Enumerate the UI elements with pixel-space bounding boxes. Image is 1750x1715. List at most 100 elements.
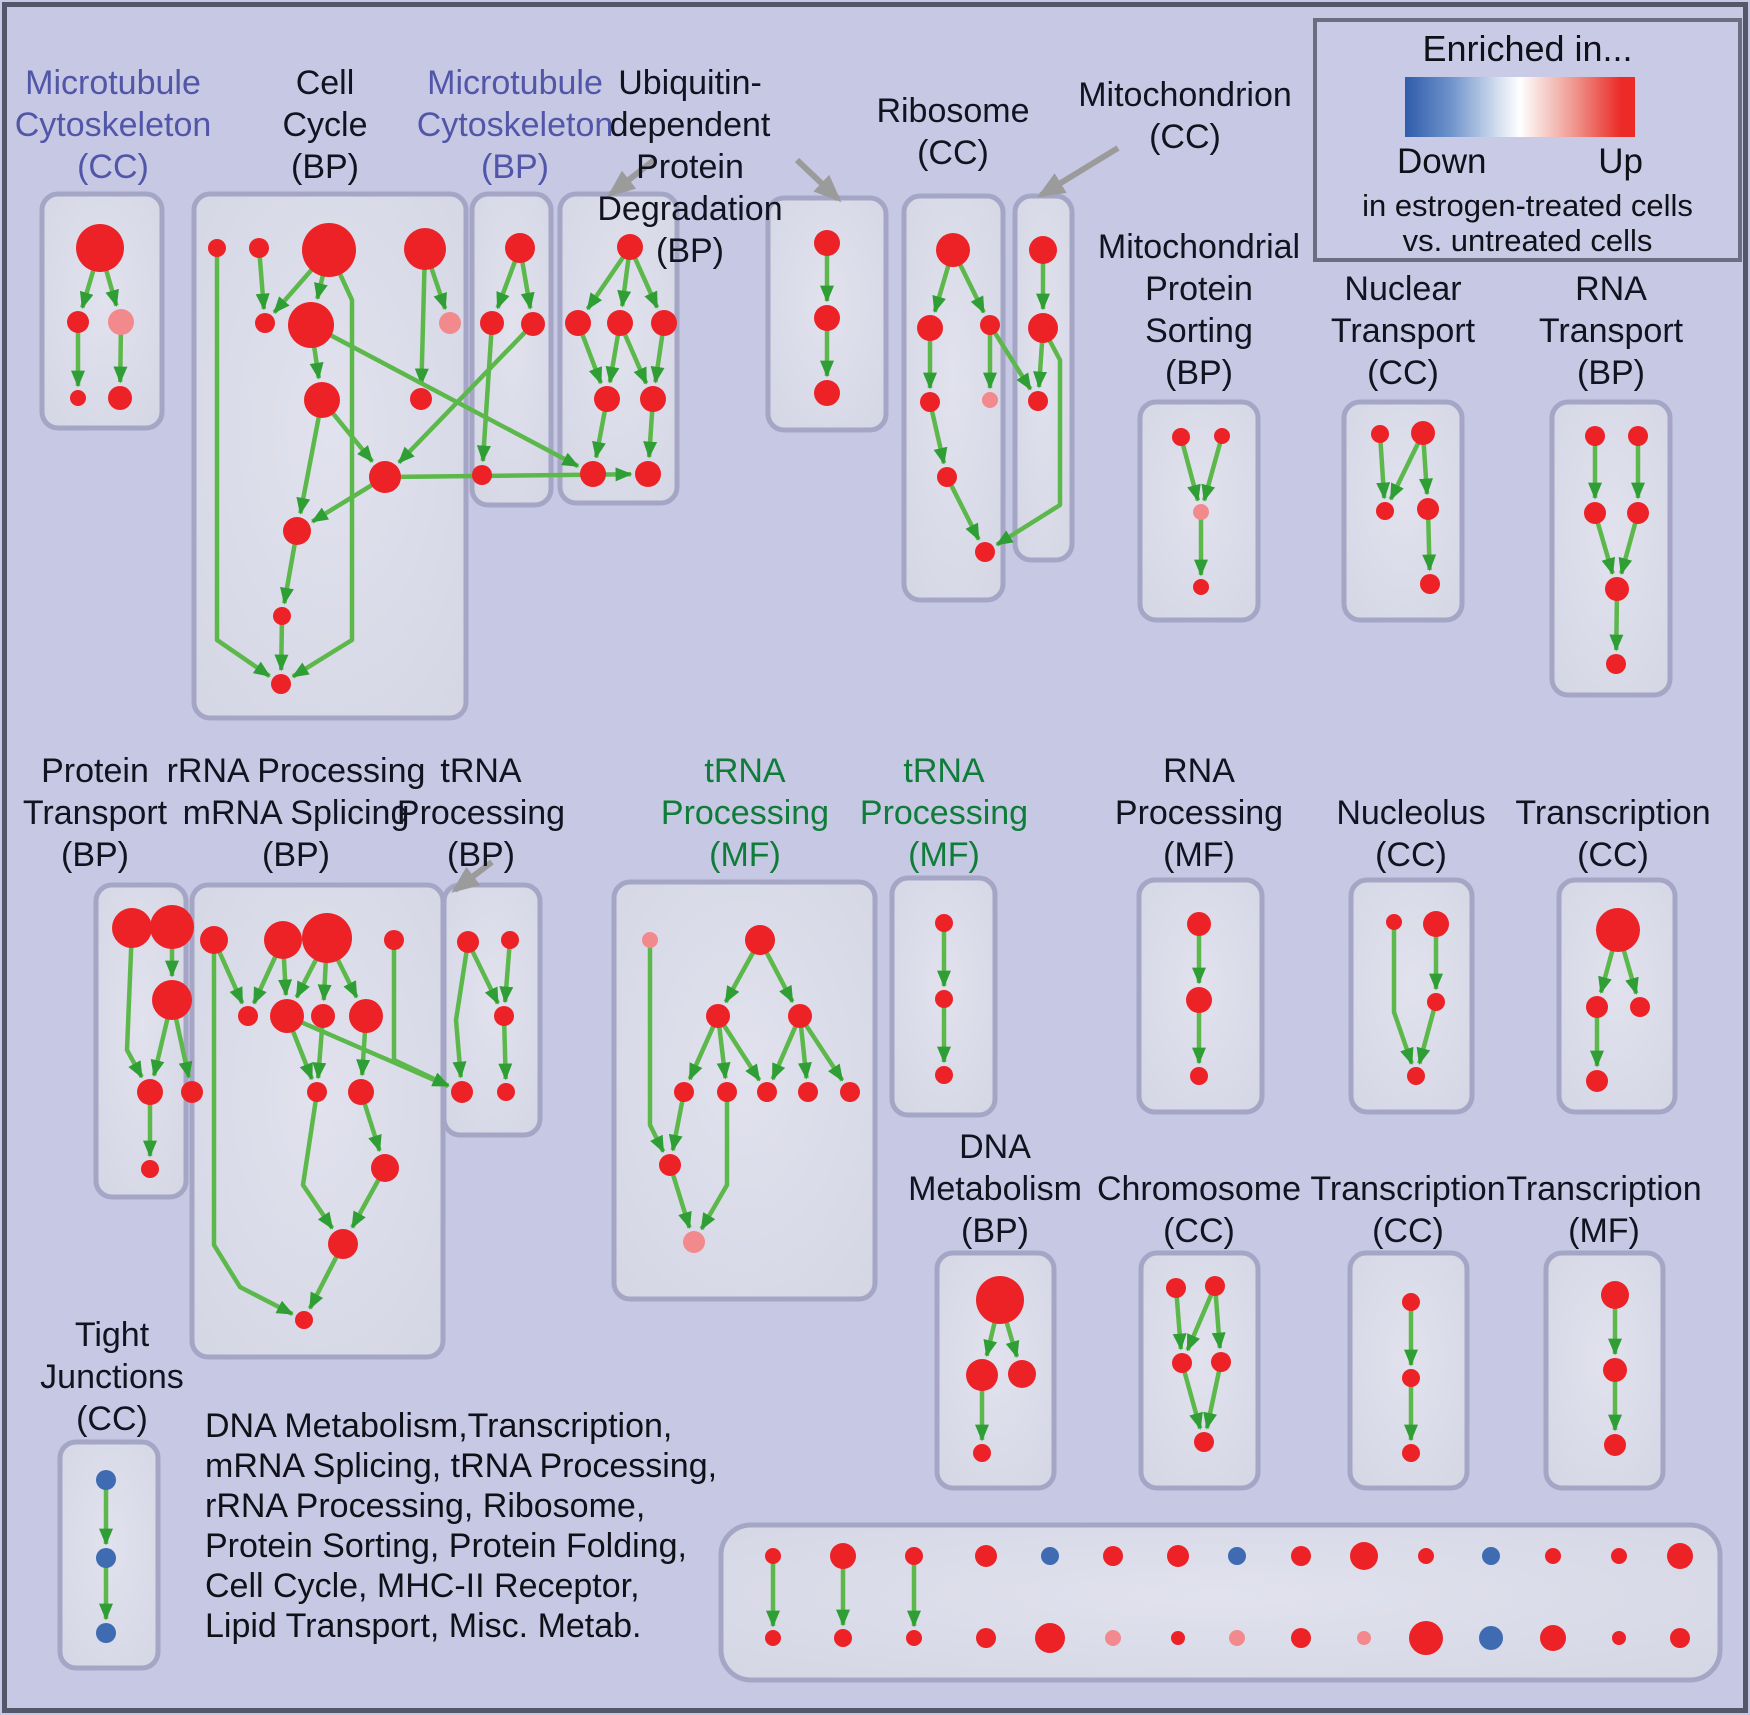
go-term-node-a4 — [70, 390, 86, 406]
group-label-chromosome-cc: (CC) — [1163, 1212, 1235, 1250]
go-term-node-cc4 — [404, 228, 446, 270]
group-label-cell-cycle-bp: Cycle — [282, 106, 367, 144]
go-term-node-q2 — [1411, 421, 1435, 445]
edge-arrow — [469, 948, 500, 1005]
go-term-node-h9 — [840, 1082, 860, 1102]
go-term-node-m3 — [521, 312, 545, 336]
legend-subtitle-line1: in estrogen-treated cells — [1362, 188, 1693, 223]
go-term-node-u7 — [580, 461, 606, 487]
go-term-node-a1 — [76, 224, 124, 272]
edge-arrow — [1621, 947, 1639, 995]
go-term-node-mb14b — [1612, 1631, 1626, 1645]
go-term-node-h11 — [683, 1231, 705, 1253]
edge-arrow — [307, 1253, 340, 1310]
edge-arrow — [948, 482, 981, 541]
go-term-node-g8 — [349, 999, 383, 1033]
go-term-node-cc12 — [273, 607, 291, 625]
go-term-node-t2 — [501, 931, 519, 949]
edge-arrow — [79, 267, 97, 309]
go-term-node-mb4b — [976, 1628, 996, 1648]
edge-arrow — [1185, 1291, 1215, 1352]
group-label-transcription-mf: (MF) — [1568, 1212, 1640, 1250]
group-box-nuclear-transport-cc — [1341, 399, 1465, 623]
edge-arrow — [1376, 439, 1391, 500]
edge-arrow — [957, 261, 986, 314]
edge-arrow — [350, 1176, 382, 1229]
go-term-node-u1 — [617, 234, 643, 260]
edge-arrow — [932, 262, 952, 314]
caption-line: Cell Cycle, MHC-II Receptor, — [205, 1567, 640, 1605]
edge-arrow — [173, 1016, 193, 1079]
group-label-trna-processing-bp: Processing — [397, 794, 565, 832]
caption-line: rRNA Processing, Ribosome, — [205, 1487, 646, 1525]
go-term-node-z2 — [1603, 1358, 1627, 1382]
go-term-node-y3 — [1402, 1444, 1420, 1462]
edge-arrow — [643, 408, 658, 459]
group-label-rna-transport-bp: (BP) — [1577, 354, 1645, 392]
edge-arrow — [983, 1319, 998, 1357]
edge-arrow — [278, 955, 293, 997]
go-term-node-y1 — [1402, 1293, 1420, 1311]
group-box-protein-transport-bp — [93, 882, 189, 1200]
go-term-node-q4 — [1417, 498, 1439, 520]
edge-arrow — [251, 953, 279, 1005]
edge-arrow — [579, 331, 604, 385]
edge-arrow — [763, 949, 795, 1004]
go-term-node-mb7b — [1171, 1631, 1185, 1645]
go-term-node-v2 — [814, 305, 840, 331]
go-term-node-cc8 — [304, 382, 340, 418]
group-label-dna-metabolism-bp: DNA — [959, 1128, 1031, 1166]
edge-arrow — [1033, 339, 1048, 389]
go-term-node-mb6b — [1105, 1630, 1121, 1646]
edge-arrow — [327, 332, 580, 469]
go-term-node-f3 — [1630, 997, 1650, 1017]
edge-arrow — [428, 265, 448, 311]
go-term-node-cc7 — [439, 312, 461, 334]
go-term-node-g3 — [302, 913, 352, 963]
go-term-node-f1 — [1596, 908, 1640, 952]
edge-arrow — [991, 329, 1033, 391]
go-term-node-mb13b — [1540, 1625, 1566, 1651]
group-box-misc-cluster — [718, 1522, 1723, 1683]
group-label-dna-metabolism-bp: Metabolism — [908, 1170, 1082, 1208]
edge-arrow — [605, 332, 621, 384]
go-term-node-tj3 — [96, 1623, 116, 1643]
go-term-node-r6 — [937, 467, 957, 487]
go-term-node-p1 — [1172, 428, 1190, 446]
group-label-ubiquitin-dependent-protein-degradation-bp: Protein — [636, 148, 744, 186]
group-label-protein-transport-bp: (BP) — [61, 836, 129, 874]
group-label-rrna-processing-mrna-splicing-bp: mRNA Splicing — [183, 794, 410, 832]
go-term-node-mb5b — [1035, 1623, 1065, 1653]
edge-arrow — [797, 1024, 812, 1080]
go-term-node-t5 — [497, 1083, 515, 1101]
go-term-node-z1 — [1601, 1281, 1629, 1309]
edge-arrow — [585, 254, 627, 311]
go-term-node-t4 — [451, 1081, 473, 1103]
edge-arrow — [699, 1099, 730, 1231]
go-term-node-pt3 — [152, 980, 192, 1020]
group-label-protein-transport-bp: Protein — [41, 752, 149, 790]
go-term-node-h4 — [788, 1004, 812, 1028]
group-label-mitochondrial-protein-sorting-bp: Protein — [1145, 270, 1253, 308]
edge-arrow — [329, 410, 375, 463]
go-term-node-mb8a — [1228, 1547, 1246, 1565]
go-term-node-u4 — [651, 310, 677, 336]
edge-arrow — [1609, 597, 1624, 652]
edge-arrow — [296, 414, 322, 515]
edge-arrow — [361, 1100, 382, 1153]
group-label-ubiquitin-dependent-protein-degradation-bp: (BP) — [656, 232, 724, 270]
edge-arrow — [452, 949, 470, 1079]
edge-arrow — [103, 267, 119, 307]
go-term-node-mb2b — [834, 1629, 852, 1647]
go-term-node-mb15a — [1667, 1543, 1693, 1569]
caption-line: Lipid Transport, Misc. Metab. — [205, 1607, 642, 1645]
group-label-microtubule-cytoskeleton-cc: Microtubule — [25, 64, 201, 102]
edge-arrow — [309, 344, 324, 380]
go-term-node-d3 — [1190, 1067, 1208, 1085]
group-box-transcription-cc-mid — [1556, 877, 1678, 1115]
go-term-node-mb1a — [765, 1548, 781, 1564]
go-term-node-mb7a — [1167, 1545, 1189, 1567]
group-label-transcription-cc-bottom: Transcription — [1310, 1170, 1505, 1208]
go-term-node-g5 — [238, 1006, 258, 1026]
go-term-node-mb8b — [1229, 1630, 1245, 1646]
